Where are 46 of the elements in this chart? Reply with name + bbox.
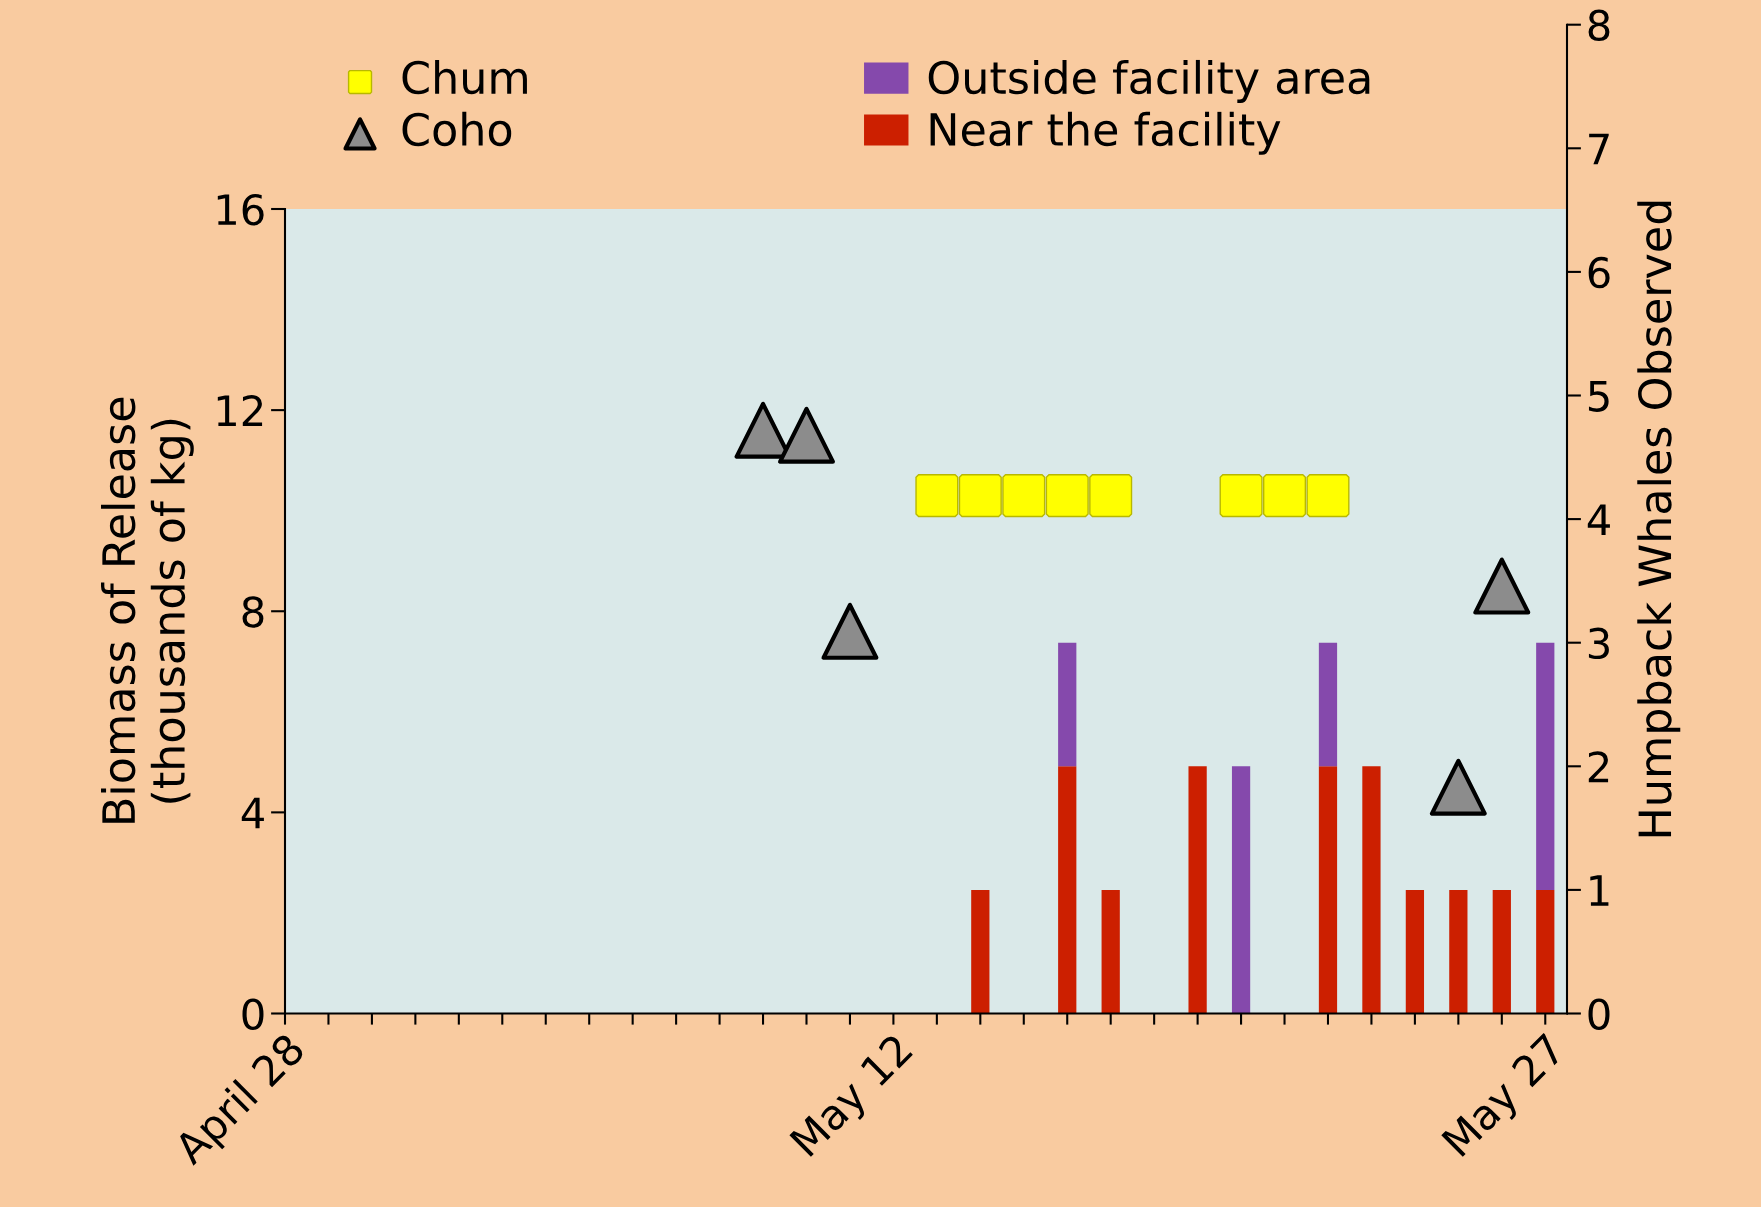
y-tick-label: 12 <box>217 395 263 426</box>
y-tick-label: 8 <box>242 596 264 628</box>
point <box>778 406 835 464</box>
y2-tick-label: 1 <box>1590 875 1609 906</box>
bar <box>1318 766 1338 1014</box>
y2-axis-title: Humpback Whales Observed <box>1637 201 1681 837</box>
bar <box>1492 889 1511 1014</box>
y2-tick-label: 7 <box>1589 133 1609 165</box>
y2-tick-label: 2 <box>1588 751 1609 783</box>
bar <box>1405 889 1425 1014</box>
bar <box>1362 766 1381 1014</box>
point <box>1429 758 1487 816</box>
y2-tick-label: 8 <box>1588 9 1610 42</box>
legend-label: Outside facility area <box>928 59 1370 103</box>
legend-label: Near the facility <box>930 111 1281 155</box>
y-axis-title: Biomass of Release (thousands of kg) <box>101 397 194 823</box>
y2-tick-label: 4 <box>1587 504 1610 535</box>
y2-tick-label: 6 <box>1588 256 1610 289</box>
point <box>1045 474 1089 518</box>
y-tick-label: 0 <box>242 998 264 1030</box>
bar <box>1449 889 1468 1014</box>
point <box>821 602 879 660</box>
point <box>1089 474 1133 518</box>
point <box>915 474 959 518</box>
bar <box>1536 642 1555 890</box>
point <box>1002 474 1046 518</box>
point <box>1306 474 1350 518</box>
bar <box>1318 642 1338 767</box>
y2-tick-label: 3 <box>1588 627 1609 660</box>
bar <box>1536 889 1555 1014</box>
bar <box>1231 766 1251 1014</box>
legend-label: Coho <box>402 111 512 147</box>
y2-tick-label: 0 <box>1588 998 1610 1030</box>
point <box>1219 474 1263 518</box>
point <box>958 474 1002 518</box>
legend-label: Chum <box>402 59 527 95</box>
point <box>1262 474 1307 518</box>
y-tick-label: 16 <box>217 193 264 226</box>
bar <box>971 889 990 1014</box>
y-tick-label: 4 <box>241 797 264 829</box>
bar <box>1058 642 1077 767</box>
point <box>1473 557 1531 615</box>
bar <box>1058 766 1077 1014</box>
y2-tick-label: 5 <box>1588 380 1609 412</box>
bar <box>1101 889 1120 1014</box>
bar <box>1188 766 1207 1014</box>
